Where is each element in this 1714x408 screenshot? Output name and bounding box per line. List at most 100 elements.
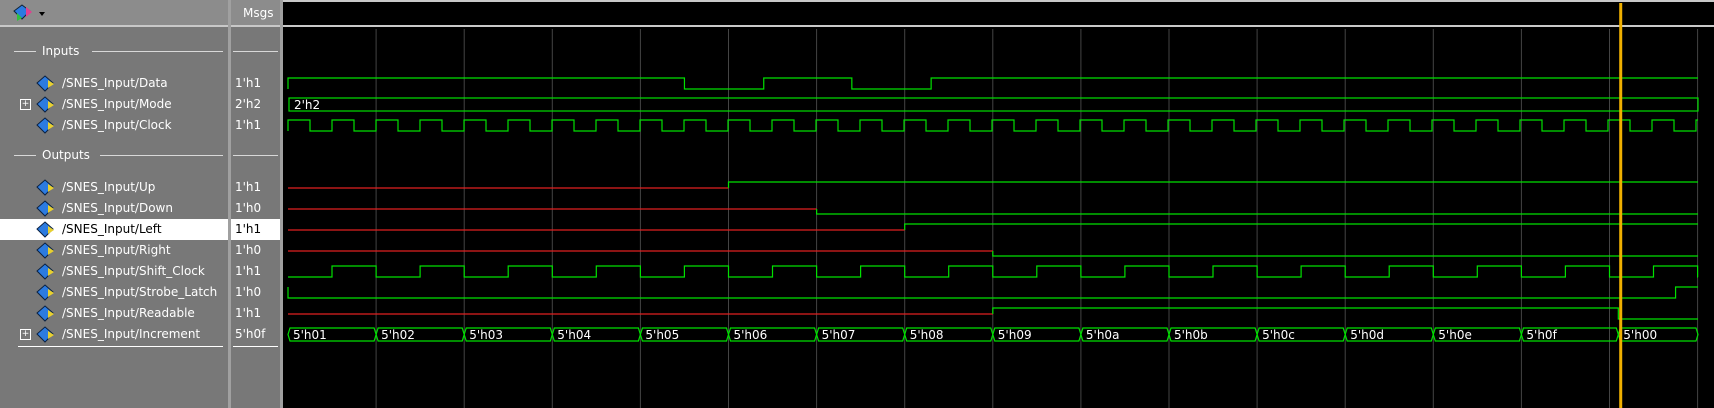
signal-name: /SNES_Input/Strobe_Latch — [62, 285, 218, 299]
wave-increment-value: 5'h05 — [645, 328, 679, 342]
wave-increment-segment — [1168, 327, 1258, 342]
wave-clock — [287, 119, 1698, 132]
wave-readable — [992, 307, 1698, 320]
group-label: Outputs — [42, 148, 90, 162]
signal-value: 1'h1 — [231, 219, 280, 240]
group-line — [100, 155, 223, 156]
wave-shift-clock — [288, 265, 1699, 278]
group-line — [92, 51, 223, 52]
signal-name: /SNES_Input/Down — [62, 201, 173, 215]
wave-increment-value: 5'h02 — [381, 328, 415, 342]
waveform-canvas[interactable]: 2'h2 5'h01 5'h02 5'h03 5'h04 5'h05 5'h06 5'h07 5… — [283, 0, 1714, 408]
signal-value: 1'h1 — [231, 73, 280, 94]
wave-increment-value: 5'h0b — [1174, 328, 1208, 342]
wave-increment-value: 5'h06 — [734, 328, 768, 342]
wave-left — [904, 223, 1698, 230]
signal-value-text: 1'h0 — [235, 285, 262, 299]
values-pane: Msgs 1'h1 2'h2 1'h1 1'h1 1'h0 1'h1 1'h0 1'h1 1'h… — [231, 0, 280, 408]
wave-increment-value: 5'h0d — [1350, 328, 1384, 342]
signal-name: /SNES_Input/Right — [62, 243, 171, 257]
expand-icon[interactable]: + — [20, 99, 31, 110]
wave-increment-value: 5'h04 — [557, 328, 591, 342]
group-line — [14, 51, 36, 52]
signal-value: 1'h1 — [231, 261, 280, 282]
signal-icon — [36, 179, 54, 196]
wave-increment-segment — [1432, 327, 1523, 342]
signal-icon — [36, 96, 54, 113]
signal-row[interactable]: /SNES_Input/Down — [0, 198, 228, 219]
signal-name: /SNES_Input/Data — [62, 76, 168, 90]
signal-name: /SNES_Input/Clock — [62, 118, 172, 132]
signal-icon — [36, 221, 54, 238]
signal-name: /SNES_Input/Increment — [62, 327, 201, 341]
wave-increment-segment — [1080, 327, 1170, 342]
wave-mode-value: 2'h2 — [294, 98, 320, 112]
list-end-marker — [18, 346, 223, 347]
signal-value: 5'h0f — [231, 324, 280, 345]
wave-increment-value: 5'h07 — [822, 328, 856, 342]
signal-value: 1'h0 — [231, 240, 280, 261]
wave-increment-value: 5'h0f — [1526, 328, 1557, 342]
signal-name: /SNES_Input/Up — [62, 180, 156, 194]
msgs-header: Msgs — [231, 0, 280, 27]
wave-tool-icon[interactable] — [12, 3, 48, 23]
wave-up — [727, 181, 1698, 188]
signal-name: /SNES_Input/Left — [62, 222, 162, 236]
group-inputs[interactable]: Inputs — [0, 41, 228, 62]
signal-names-pane: Inputs Outputs/SNES_Input/Data + /SNES_Inpu… — [0, 0, 228, 408]
signal-value-text: 5'h0f — [235, 327, 266, 341]
signal-value-text: 1'h0 — [235, 243, 262, 257]
group-value-line — [231, 145, 280, 166]
wave-data — [287, 77, 1698, 90]
signal-row[interactable]: /SNES_Input/Right — [0, 240, 228, 261]
wave-increment-segment — [727, 327, 818, 342]
group-line — [233, 155, 278, 156]
signal-icon — [36, 305, 54, 322]
wave-increment-value: 5'h0e — [1438, 328, 1472, 342]
names-header — [0, 0, 228, 27]
signal-value: 1'h0 — [231, 198, 280, 219]
pane-divider-2[interactable] — [280, 0, 283, 408]
signal-row[interactable]: /SNES_Input/Shift_Clock — [0, 261, 228, 282]
pane-divider-1[interactable] — [228, 0, 231, 408]
expand-icon[interactable]: + — [20, 329, 31, 340]
signal-value: 2'h2 — [231, 94, 280, 115]
signal-value: 1'h0 — [231, 282, 280, 303]
signal-value-text: 1'h1 — [235, 180, 262, 194]
signal-row[interactable]: /SNES_Input/Strobe_Latch — [0, 282, 228, 303]
signal-value-text: 1'h1 — [235, 222, 262, 236]
signal-icon — [36, 200, 54, 217]
wave-increment-segment — [639, 327, 730, 342]
group-line — [14, 155, 36, 156]
signal-row[interactable]: + /SNES_Input/Increment — [0, 324, 228, 345]
signal-row[interactable]: /SNES_Input/Clock — [0, 115, 228, 136]
wave-increment-segment — [1617, 327, 1699, 342]
signal-icon — [36, 117, 54, 134]
wave-increment-value: 5'h0a — [1086, 328, 1120, 342]
wave-increment-segment — [287, 327, 377, 342]
wave-increment-segment — [904, 327, 994, 342]
group-line — [233, 51, 278, 52]
signal-row[interactable]: /SNES_Input/Readable — [0, 303, 228, 324]
wave-increment-segment — [992, 327, 1082, 342]
waveform-pane[interactable]: 2'h2 5'h01 5'h02 5'h03 5'h04 5'h05 5'h06 5'h07 5… — [283, 0, 1714, 408]
signal-icon — [36, 284, 54, 301]
signal-row[interactable]: + /SNES_Input/Mode — [0, 94, 228, 115]
signal-value-text: 1'h0 — [235, 201, 262, 215]
wave-increment-segment — [551, 327, 642, 342]
group-outputs[interactable]: Outputs — [0, 145, 228, 166]
signal-row[interactable]: /SNES_Input/Data — [0, 73, 228, 94]
signal-name: /SNES_Input/Mode — [62, 97, 172, 111]
signal-icon — [36, 75, 54, 92]
group-label: Inputs — [42, 44, 80, 58]
signal-value: 1'h1 — [231, 177, 280, 198]
signal-value-text: 1'h1 — [235, 118, 262, 132]
wave-increment-segment — [463, 327, 553, 342]
wave-increment-segment — [1520, 327, 1619, 342]
wave-strobe-latch — [287, 286, 1698, 299]
wave-increment-value: 5'h09 — [998, 328, 1032, 342]
signal-row[interactable]: /SNES_Input/Up — [0, 177, 228, 198]
signal-row[interactable]: /SNES_Input/Left — [0, 219, 228, 240]
signal-value-text: 1'h1 — [235, 264, 262, 278]
signal-value-text: 2'h2 — [235, 97, 262, 111]
